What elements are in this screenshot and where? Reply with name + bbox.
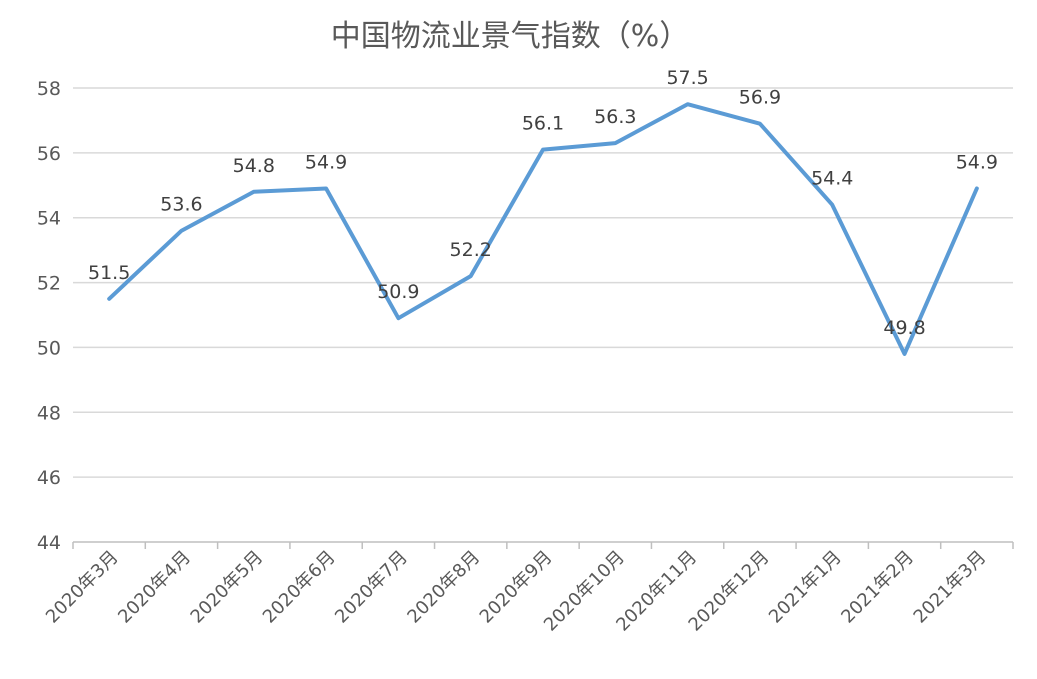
y-tick-label: 56 xyxy=(37,143,61,165)
chart-title: 中国物流业景气指数（%） xyxy=(331,19,690,54)
y-tick-label: 58 xyxy=(37,78,61,100)
data-label: 54.4 xyxy=(811,168,853,190)
data-label: 57.5 xyxy=(666,67,708,89)
data-label: 54.9 xyxy=(305,152,347,174)
series-line-layer xyxy=(107,102,979,356)
data-labels: 51.5 53.6 54.8 54.9 50.9 52.2 56.1 56.3 57.5 56.9… xyxy=(88,67,998,339)
x-tick-label: 2020年4月 xyxy=(114,547,195,628)
x-tick-label: 2021年2月 xyxy=(837,547,918,628)
y-tick-label: 44 xyxy=(37,532,61,554)
data-label: 54.8 xyxy=(233,155,275,177)
data-label: 51.5 xyxy=(88,262,130,284)
series-line xyxy=(107,102,979,356)
x-tick-label: 2021年1月 xyxy=(765,547,846,628)
x-tick-label: 2020年7月 xyxy=(331,547,412,628)
x-axis xyxy=(72,541,1014,549)
data-label: 56.9 xyxy=(739,87,781,109)
x-tick-label: 2020年3月 xyxy=(42,547,123,628)
data-label: 49.8 xyxy=(883,317,925,339)
data-label: 54.9 xyxy=(956,152,998,174)
x-tick-label: 2020年8月 xyxy=(403,547,484,628)
data-label: 53.6 xyxy=(160,194,202,216)
data-label: 52.2 xyxy=(450,239,492,261)
y-tick-label: 54 xyxy=(37,208,61,230)
x-axis-ticks: 2020年3月2020年4月2020年5月2020年6月2020年7月2020年… xyxy=(42,547,990,636)
data-label: 56.3 xyxy=(594,106,636,128)
y-tick-label: 48 xyxy=(37,402,61,424)
y-tick-label: 52 xyxy=(37,273,61,295)
y-tick-label: 46 xyxy=(37,467,61,489)
data-label: 56.1 xyxy=(522,113,564,135)
x-tick-label: 2020年6月 xyxy=(259,547,340,628)
y-axis-ticks: 44 46 48 50 52 54 56 58 xyxy=(37,78,61,554)
x-tick-label: 2020年5月 xyxy=(187,547,268,628)
data-label: 50.9 xyxy=(377,281,419,303)
x-tick-label: 2021年3月 xyxy=(910,547,991,628)
y-tick-label: 50 xyxy=(37,337,61,359)
